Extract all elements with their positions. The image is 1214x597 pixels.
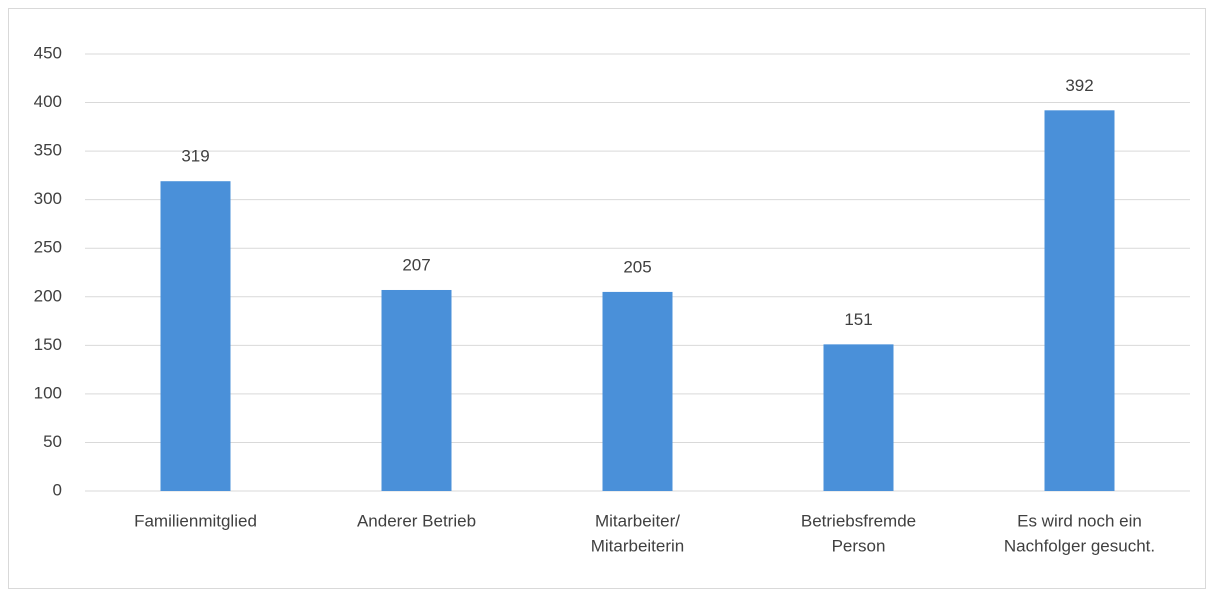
y-tick-label: 0 bbox=[53, 480, 62, 499]
bar bbox=[602, 291, 673, 491]
bar bbox=[160, 181, 231, 491]
y-tick-label: 450 bbox=[34, 43, 62, 62]
x-tick-label: Es wird noch ein bbox=[1017, 511, 1142, 530]
data-label: 205 bbox=[623, 257, 651, 276]
y-tick-label: 350 bbox=[34, 141, 62, 160]
x-tick-label: Nachfolger gesucht. bbox=[1004, 536, 1155, 555]
x-tick-label: Familienmitglied bbox=[134, 511, 257, 530]
y-tick-label: 50 bbox=[43, 432, 62, 451]
x-tick-label: Mitarbeiter/ bbox=[595, 511, 680, 530]
x-tick-label: Betriebsfremde bbox=[801, 511, 916, 530]
y-tick-label: 250 bbox=[34, 238, 62, 257]
bar bbox=[823, 344, 894, 491]
y-tick-label: 200 bbox=[34, 286, 62, 305]
y-tick-label: 150 bbox=[34, 335, 62, 354]
x-tick-label: Mitarbeiterin bbox=[591, 536, 685, 555]
data-label: 392 bbox=[1065, 76, 1093, 95]
bar bbox=[381, 289, 452, 491]
x-tick-label: Person bbox=[832, 536, 886, 555]
y-tick-label: 300 bbox=[34, 189, 62, 208]
data-label: 319 bbox=[181, 147, 209, 166]
x-tick-label: Anderer Betrieb bbox=[357, 511, 476, 530]
data-label: 207 bbox=[402, 255, 430, 274]
data-label: 151 bbox=[844, 310, 872, 329]
y-tick-label: 400 bbox=[34, 92, 62, 111]
bar bbox=[1044, 110, 1115, 491]
y-tick-label: 100 bbox=[34, 383, 62, 402]
